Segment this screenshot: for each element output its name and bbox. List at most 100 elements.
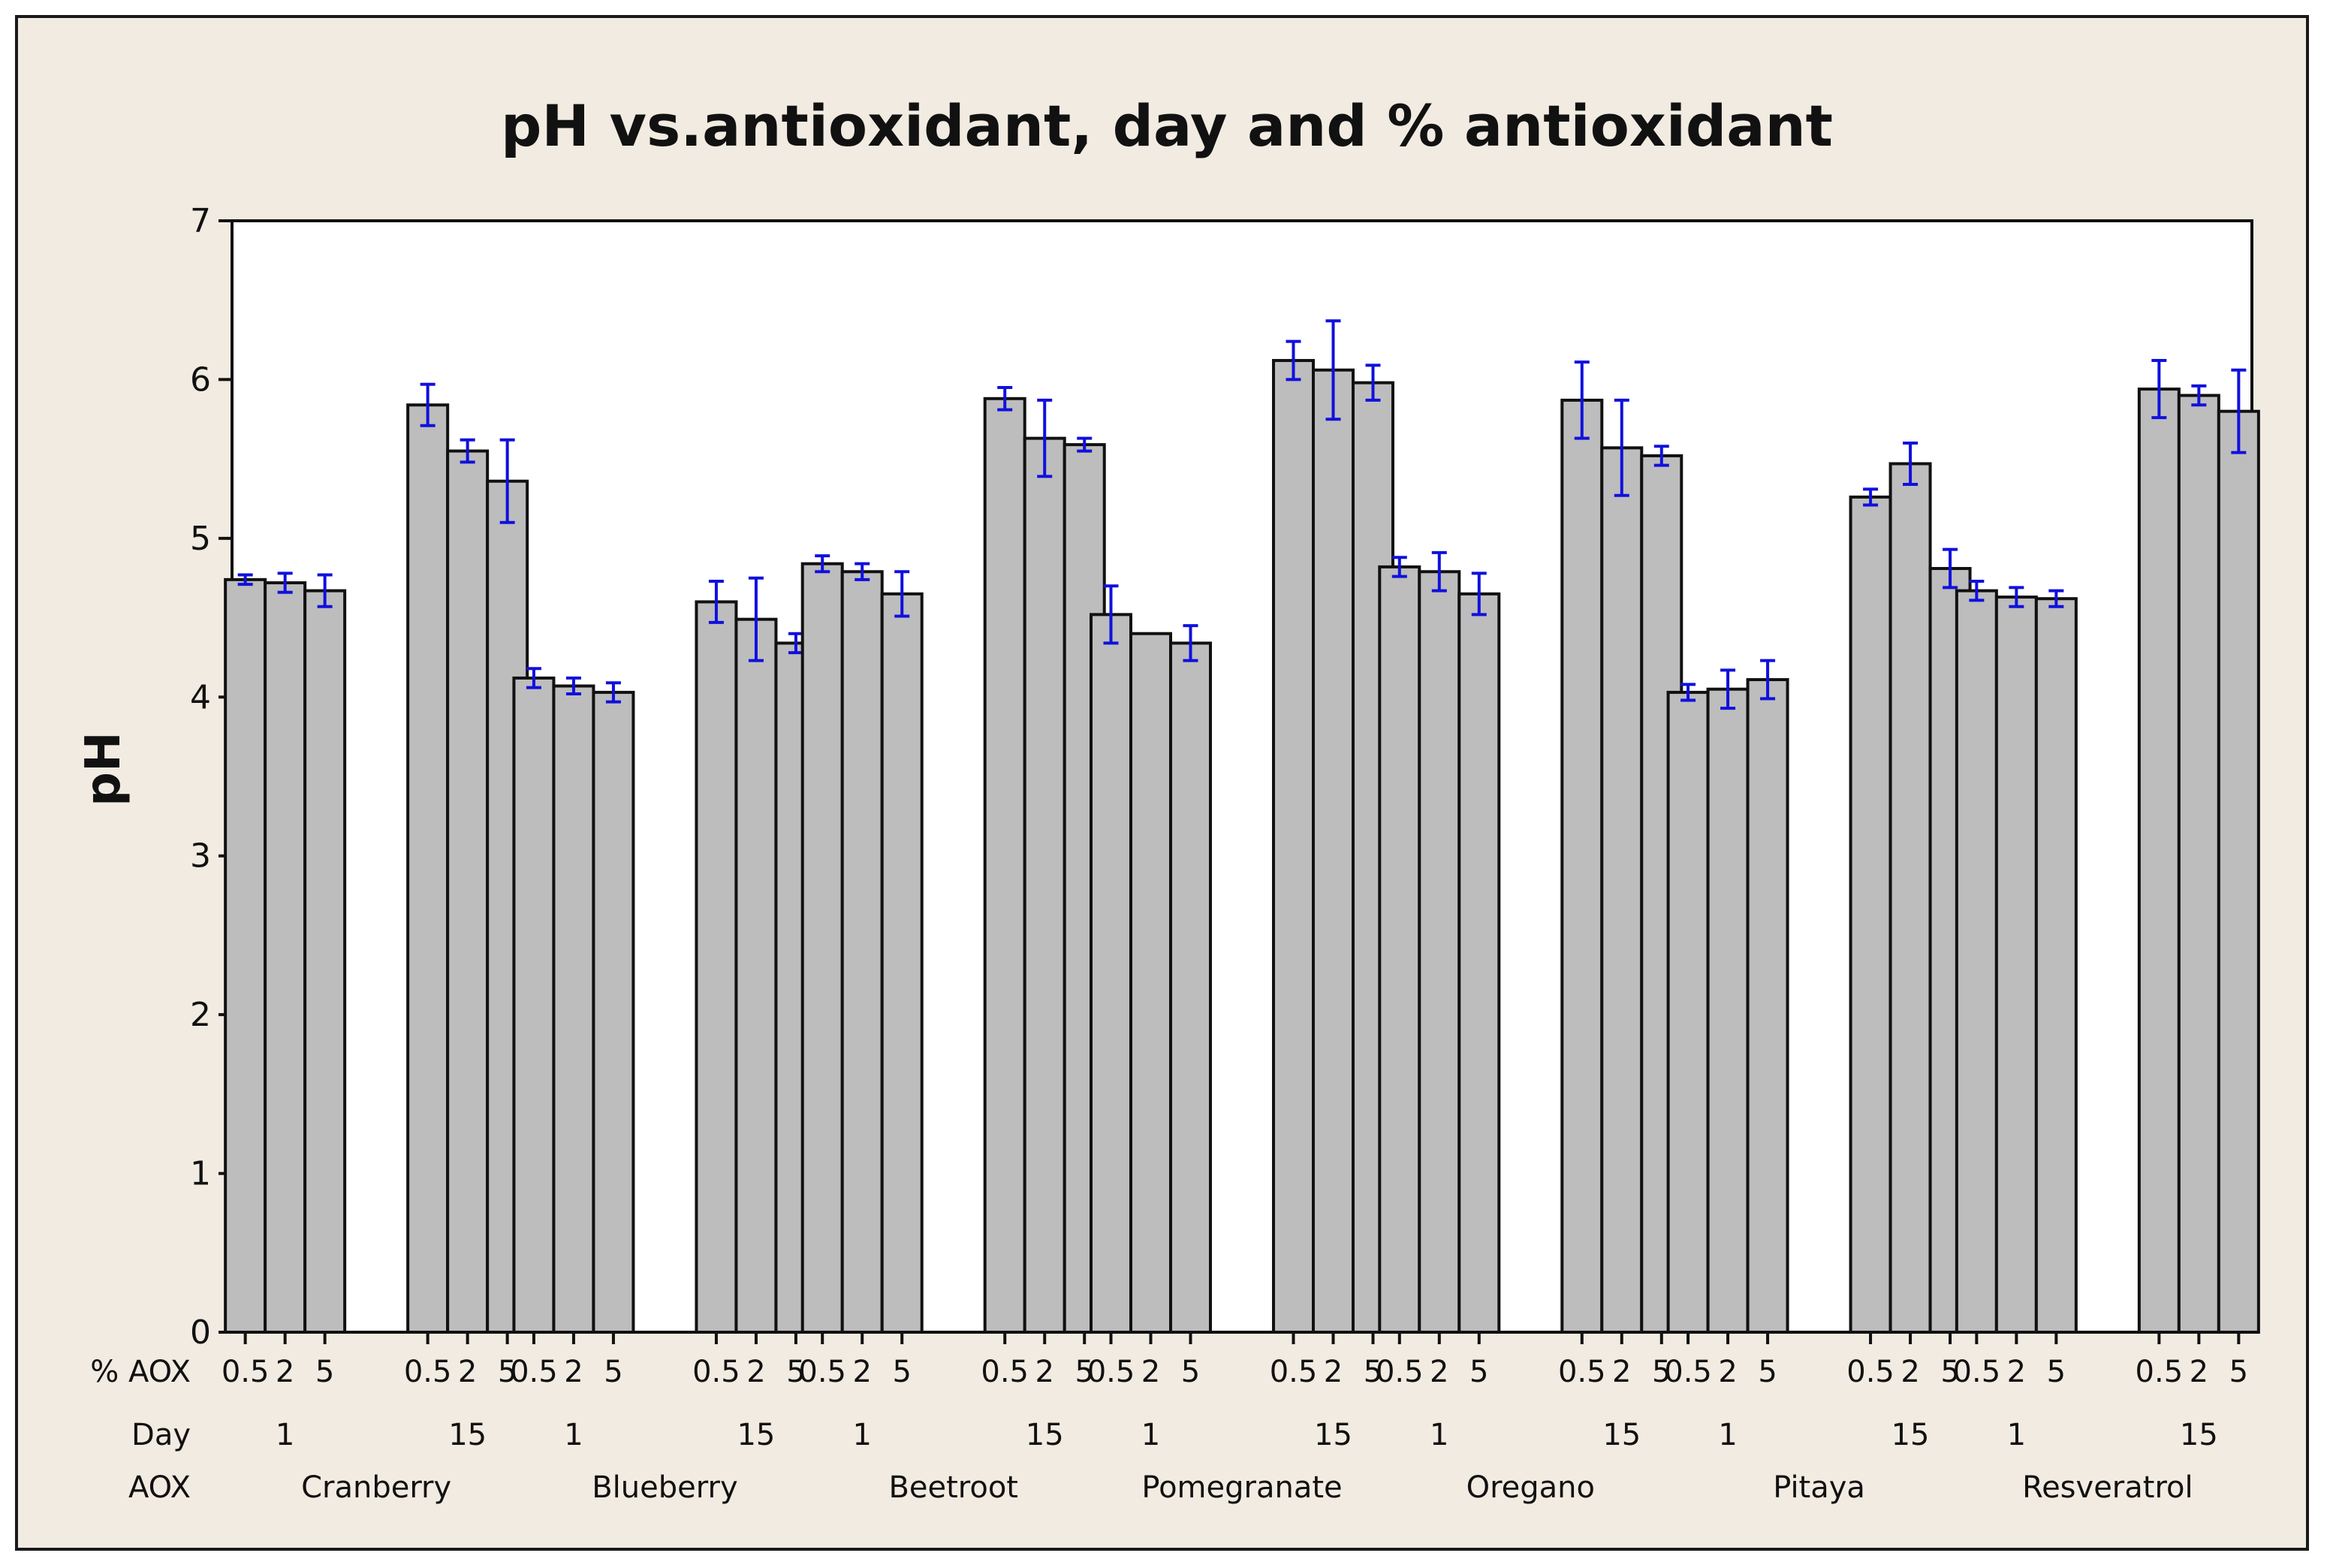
bar bbox=[1746, 678, 1789, 1334]
bar bbox=[2217, 409, 2260, 1334]
aox-pct-label: 5 bbox=[2229, 1355, 2248, 1389]
error-bar bbox=[708, 579, 724, 624]
bar bbox=[1023, 436, 1066, 1334]
aox-pct-label: 0.5 bbox=[1664, 1355, 1712, 1389]
day-label: 15 bbox=[1602, 1418, 1641, 1452]
aox-pct-label: 5 bbox=[892, 1355, 911, 1389]
aox-pct-label: 0.5 bbox=[2136, 1355, 2184, 1389]
error-bar bbox=[1760, 659, 1776, 701]
aox-pct-label: 5 bbox=[315, 1355, 334, 1389]
bar bbox=[303, 589, 347, 1334]
error-bar bbox=[2048, 589, 2064, 608]
aox-pct-label: 2 bbox=[2190, 1355, 2208, 1389]
bar bbox=[2177, 394, 2220, 1334]
aox-pct-label: 2 bbox=[276, 1355, 294, 1389]
error-bar bbox=[420, 382, 436, 427]
y-axis-label: pH bbox=[76, 731, 131, 806]
aox-pct-label: 5 bbox=[1469, 1355, 1488, 1389]
bar bbox=[406, 403, 450, 1334]
error-bar bbox=[1720, 668, 1736, 710]
bar bbox=[224, 577, 267, 1334]
aox-pct-label: 0.5 bbox=[1376, 1355, 1424, 1389]
aox-pct-label: 2 bbox=[2007, 1355, 2026, 1389]
error-bar bbox=[1903, 442, 1919, 486]
aox-pct-label: 5 bbox=[604, 1355, 622, 1389]
aox-pct-label: 2 bbox=[1324, 1355, 1343, 1389]
bar bbox=[734, 617, 778, 1334]
y-tick-label: 6 bbox=[190, 360, 211, 399]
aox-pct-label: 2 bbox=[1612, 1355, 1631, 1389]
day-label: 15 bbox=[1314, 1418, 1352, 1452]
error-bar bbox=[855, 562, 870, 581]
error-bar bbox=[1365, 363, 1381, 402]
error-bar bbox=[788, 632, 803, 655]
aox-pct-label: 5 bbox=[786, 1355, 805, 1389]
aox-pct-label: 2 bbox=[1141, 1355, 1160, 1389]
error-bar bbox=[2009, 586, 2024, 608]
aox-label: Pitaya bbox=[1773, 1470, 1865, 1505]
error-bar bbox=[499, 438, 515, 524]
chart-title: pH vs.antioxidant, day and % antioxidant bbox=[501, 92, 1833, 159]
row-label-aox: AOX bbox=[128, 1470, 191, 1505]
bar bbox=[446, 449, 490, 1334]
error-bar bbox=[1969, 579, 1985, 602]
bar bbox=[1849, 495, 1892, 1334]
bar bbox=[1090, 613, 1132, 1334]
bar bbox=[1955, 589, 1998, 1334]
bar bbox=[1994, 596, 2038, 1334]
error-bar bbox=[2151, 359, 2167, 420]
error-bar bbox=[1286, 339, 1301, 381]
error-bar bbox=[1077, 436, 1093, 453]
chart-frame: pH vs.antioxidant, day and % antioxidant… bbox=[15, 15, 2309, 1551]
y-tick-label: 4 bbox=[190, 678, 211, 716]
bars bbox=[224, 319, 2260, 1334]
day-label: 1 bbox=[1141, 1418, 1160, 1452]
error-bar bbox=[565, 676, 581, 696]
day-label: 1 bbox=[852, 1418, 871, 1452]
day-label: 15 bbox=[1026, 1418, 1064, 1452]
error-bar bbox=[2191, 384, 2207, 407]
day-label: 15 bbox=[2180, 1418, 2218, 1452]
y-tick-label: 1 bbox=[190, 1155, 211, 1193]
day-label: 1 bbox=[1718, 1418, 1737, 1452]
day-label: 15 bbox=[737, 1418, 775, 1452]
y-tick-label: 0 bbox=[190, 1313, 211, 1352]
error-bar bbox=[997, 386, 1013, 412]
aox-pct-label: 0.5 bbox=[798, 1355, 846, 1389]
aox-pct-label: 2 bbox=[1035, 1355, 1053, 1389]
y-tick-label: 3 bbox=[190, 837, 211, 876]
error-bar bbox=[605, 681, 621, 704]
error-bar bbox=[1574, 360, 1590, 440]
y-axis: 0 1 2 3 4 5 6 7 bbox=[190, 202, 232, 1352]
y-tick-label: 2 bbox=[190, 996, 211, 1034]
aox-pct-label: 5 bbox=[1758, 1355, 1777, 1389]
error-bar bbox=[894, 570, 910, 618]
error-bar bbox=[1183, 624, 1198, 662]
bar bbox=[2137, 387, 2181, 1334]
aox-pct-label: 2 bbox=[1430, 1355, 1448, 1389]
aox-pct-label: 2 bbox=[852, 1355, 871, 1389]
y-tick-label: 7 bbox=[190, 202, 211, 240]
aox-pct-label: 5 bbox=[2047, 1355, 2066, 1389]
aox-pct-label: 2 bbox=[1718, 1355, 1737, 1389]
aox-label: Cranberry bbox=[301, 1470, 451, 1505]
day-label: 1 bbox=[2007, 1418, 2026, 1452]
error-bar bbox=[1863, 487, 1879, 507]
aox-pct-label: 0.5 bbox=[1953, 1355, 2001, 1389]
aox-pct-label: 5 bbox=[498, 1355, 517, 1389]
aox-pct-label: 5 bbox=[1364, 1355, 1382, 1389]
error-bar bbox=[317, 573, 333, 608]
bar bbox=[1129, 632, 1172, 1334]
bar bbox=[1312, 368, 1355, 1334]
bar bbox=[1706, 687, 1750, 1334]
bar bbox=[2034, 597, 2078, 1334]
aox-pct-label: 0.5 bbox=[692, 1355, 740, 1389]
bar bbox=[1169, 641, 1212, 1334]
aox-pct-label: 0.5 bbox=[1087, 1355, 1135, 1389]
aox-label: Blueberry bbox=[592, 1470, 737, 1505]
error-bar bbox=[1471, 571, 1487, 617]
bar bbox=[695, 600, 738, 1334]
aox-label: Resveratrol bbox=[2022, 1470, 2193, 1505]
bar bbox=[1378, 565, 1421, 1334]
